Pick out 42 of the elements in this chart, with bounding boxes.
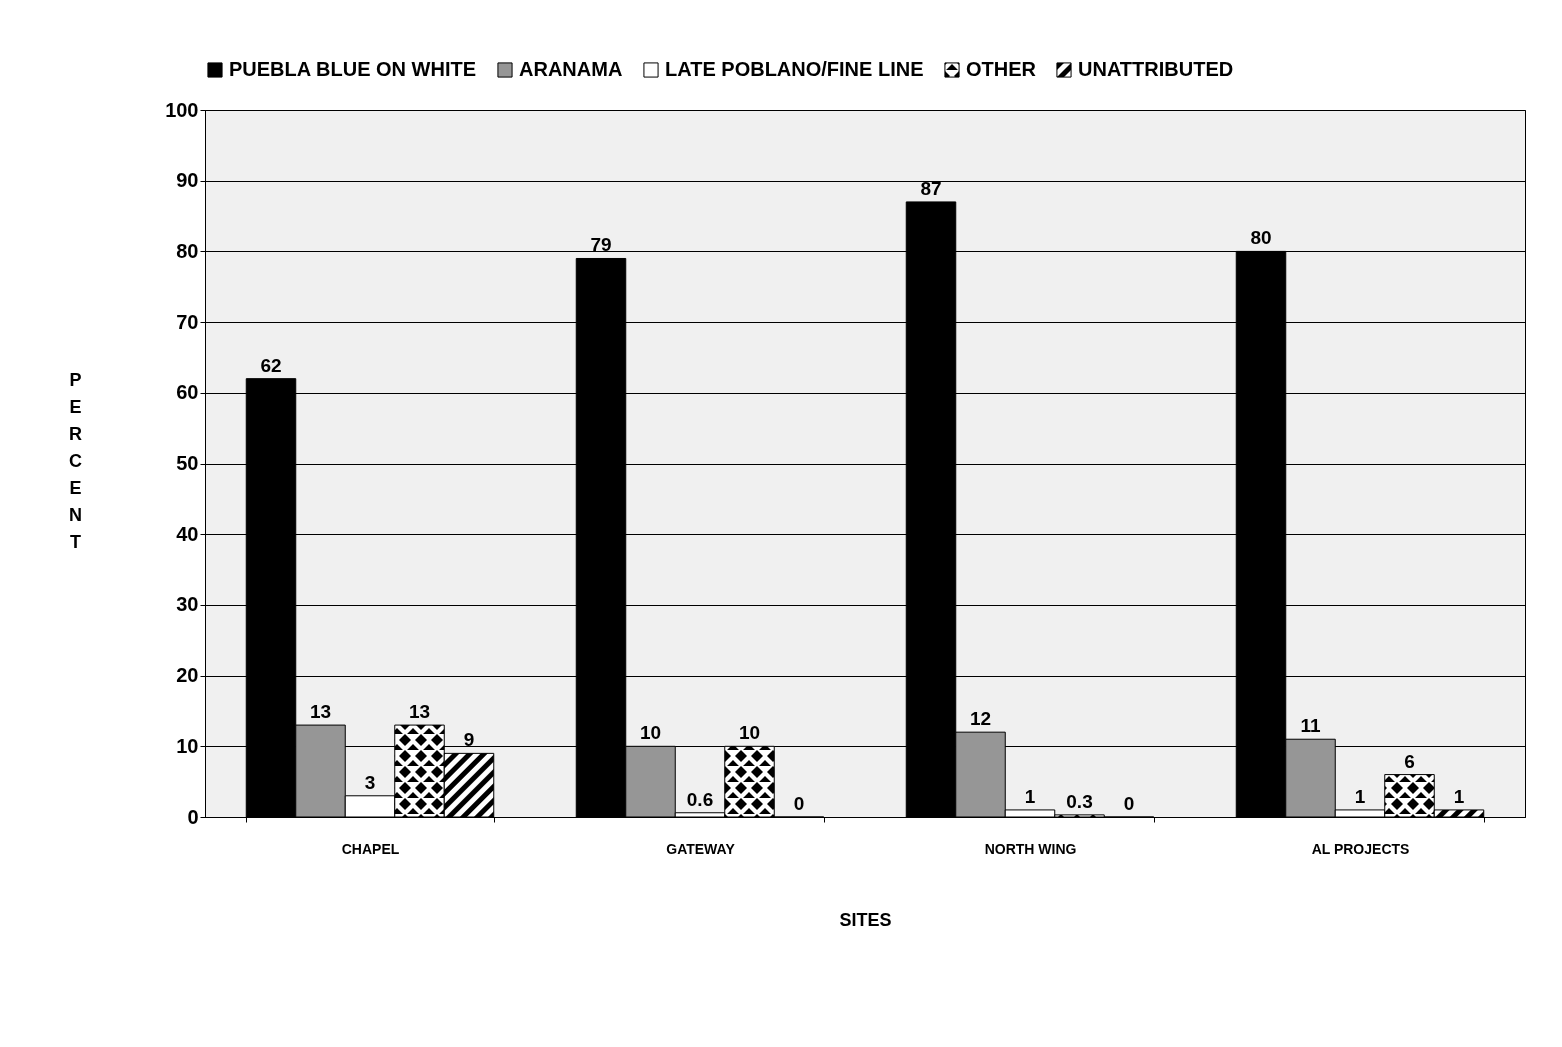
data-label: 0 — [793, 793, 805, 814]
data-label: 10 — [639, 722, 662, 744]
y-tick-label: 100 — [165, 98, 199, 121]
data-label: 12 — [969, 708, 992, 730]
y-tick-label: 60 — [176, 381, 199, 404]
x-tick-label: AL PROJECTS — [1311, 840, 1410, 857]
data-label: 0 — [1123, 793, 1135, 814]
y-tick-label: 10 — [176, 734, 199, 757]
data-label: 1 — [1354, 785, 1366, 807]
data-label: 1 — [1453, 785, 1465, 807]
legend-label: PUEBLA BLUE ON WHITE — [229, 58, 477, 80]
data-label: 62 — [260, 354, 282, 376]
data-label: 1 — [1024, 785, 1036, 807]
data-label: 10 — [738, 722, 761, 744]
data-label: 13 — [408, 701, 431, 723]
x-tick-label: CHAPEL — [341, 840, 400, 857]
y-tick-label: 30 — [176, 593, 199, 616]
x-axis-title: SITES — [839, 909, 892, 930]
legend-label: LATE POBLANO/FINE LINE — [665, 58, 924, 80]
x-tick-label: GATEWAY — [666, 840, 736, 857]
data-label: 9 — [463, 729, 475, 751]
legend-label: ARANAMA — [519, 58, 623, 80]
data-label: 6 — [1404, 750, 1415, 772]
y-tick-label: 50 — [176, 452, 199, 474]
data-label: 11 — [1300, 715, 1321, 737]
data-label: 0.6 — [686, 788, 714, 810]
y-tick-label: 90 — [176, 169, 199, 192]
data-label: 87 — [920, 177, 942, 199]
data-label: 80 — [1250, 227, 1272, 249]
data-label: 13 — [309, 701, 332, 723]
y-tick-label: 0 — [187, 805, 199, 828]
y-tick-label: 40 — [176, 522, 199, 545]
data-label: 0.3 — [1066, 790, 1093, 812]
data-label: 3 — [364, 771, 376, 793]
y-tick-label: 70 — [176, 310, 199, 333]
y-tick-label: 20 — [176, 664, 199, 687]
legend-label: UNATTRIBUTED — [1078, 58, 1234, 80]
y-tick-label: 80 — [176, 239, 199, 262]
legend-label: OTHER — [966, 58, 1037, 80]
y-axis-title: PERCENT — [69, 369, 82, 552]
data-label: 79 — [590, 234, 612, 256]
x-tick-label: NORTH WING — [984, 840, 1077, 857]
